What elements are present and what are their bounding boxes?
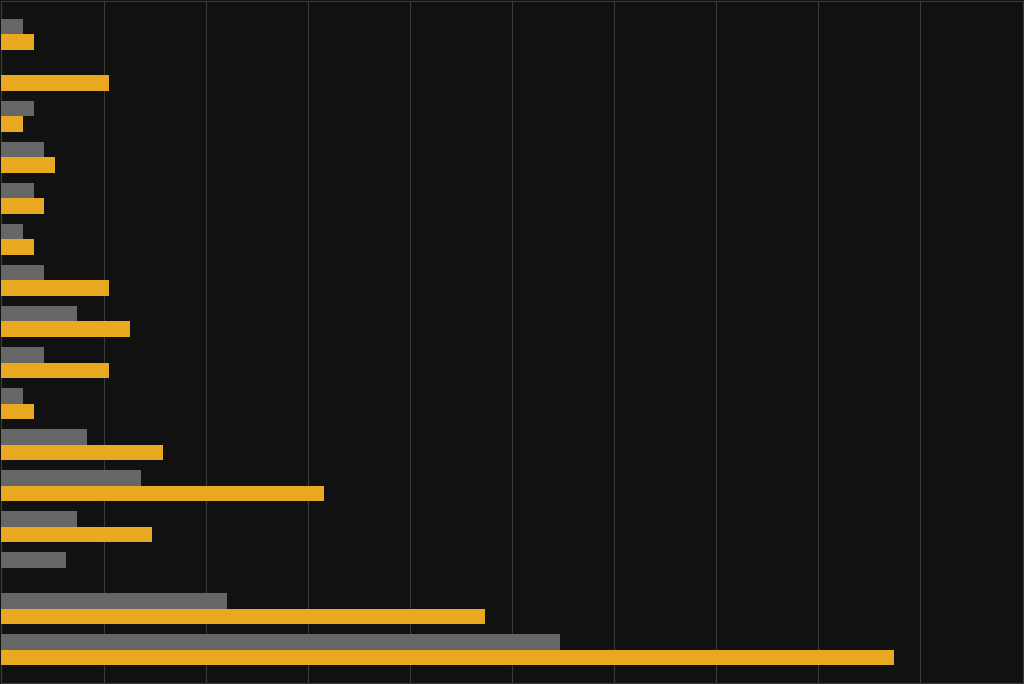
Bar (1, 75, 109, 91)
Bar (1, 321, 130, 337)
Bar (1, 593, 227, 609)
Bar (1, 609, 485, 624)
Bar (1, 404, 34, 419)
Bar (1, 306, 77, 321)
Bar (1, 650, 894, 666)
Bar (1, 239, 34, 255)
Bar (1, 224, 23, 239)
Bar (1, 445, 163, 460)
Bar (1, 634, 560, 650)
Bar (1, 486, 324, 501)
Bar (1, 116, 23, 132)
Bar (1, 429, 87, 445)
Bar (1, 101, 34, 116)
Bar (1, 388, 23, 404)
Bar (1, 363, 109, 378)
Bar (1, 280, 109, 296)
Bar (1, 157, 55, 173)
Bar (1, 265, 44, 280)
Bar (1, 34, 34, 50)
Bar (1, 142, 44, 157)
Bar (1, 183, 34, 198)
Bar (1, 18, 23, 34)
Bar (1, 527, 152, 542)
Bar (1, 198, 44, 214)
Bar (1, 347, 44, 363)
Bar (1, 470, 141, 486)
Bar (1, 552, 66, 568)
Bar (1, 511, 77, 527)
